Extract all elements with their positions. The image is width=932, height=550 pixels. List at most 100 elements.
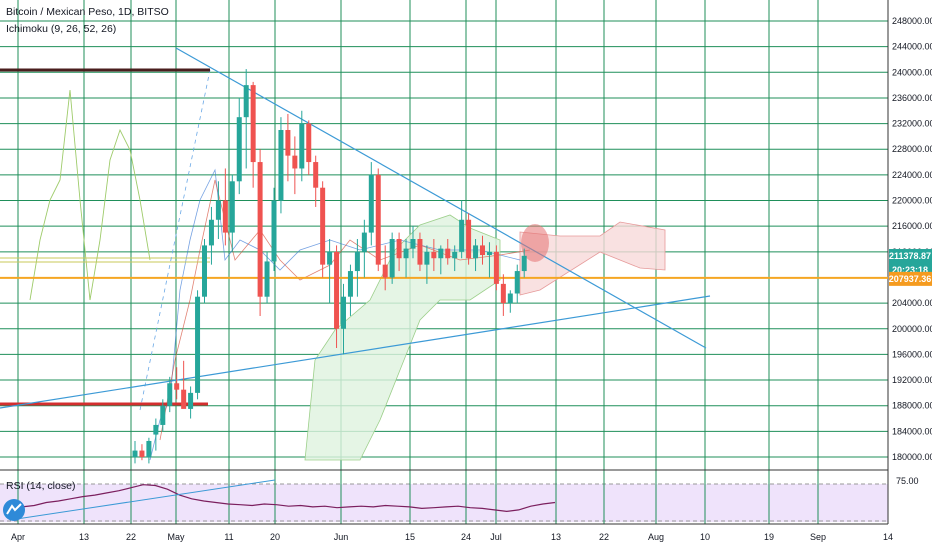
candle <box>410 226 416 259</box>
ichimoku-cloud <box>304 214 666 461</box>
y-tick-label: 188000.00 <box>892 401 932 411</box>
x-tick-label: Jul <box>490 532 502 542</box>
candle-body <box>139 450 145 457</box>
x-tick-label: 22 <box>126 532 136 542</box>
x-tick-label: May <box>167 532 185 542</box>
y-tick-label: 204000.00 <box>892 298 932 308</box>
x-tick-label: 13 <box>551 532 561 542</box>
candle <box>167 376 173 413</box>
x-tick-label: 11 <box>224 532 233 542</box>
candle-body <box>188 392 194 409</box>
candle-body <box>417 239 423 265</box>
candle <box>257 149 263 316</box>
candle-body <box>507 293 513 304</box>
candle <box>334 245 340 348</box>
candle <box>188 386 194 419</box>
candle-body <box>278 130 284 201</box>
indicator-label: Ichimoku (9, 26, 52, 26) <box>6 23 116 35</box>
candle-body <box>500 283 506 304</box>
candle-body <box>320 187 326 265</box>
candle-body <box>327 251 333 265</box>
candle-body <box>222 200 228 233</box>
y-tick-label: 244000.00 <box>892 42 932 52</box>
tradingview-logo-icon[interactable] <box>3 499 25 521</box>
candle-body <box>313 162 319 188</box>
candle <box>278 117 284 214</box>
candle <box>271 187 277 272</box>
y-tick-label: 232000.00 <box>892 119 932 129</box>
candle-body <box>215 200 221 220</box>
y-tick-label: 224000.00 <box>892 170 932 180</box>
candle-body <box>167 383 173 406</box>
candle-body <box>452 251 458 259</box>
y-tick-label: 196000.00 <box>892 349 932 359</box>
candle <box>403 239 409 278</box>
candle <box>285 113 291 182</box>
countdown-badge-text: 20:23:18 <box>892 265 928 275</box>
candle <box>292 136 298 195</box>
y-tick-label: 200000.00 <box>892 324 932 334</box>
x-tick-label: 19 <box>764 532 774 542</box>
candle-body <box>208 219 214 246</box>
candle <box>313 155 319 207</box>
candle <box>174 367 180 400</box>
candle-body <box>153 424 159 435</box>
candle-body <box>403 248 409 259</box>
y-tick-label: 240000.00 <box>892 67 932 77</box>
candle <box>466 213 472 265</box>
rsi-line <box>9 484 556 513</box>
candle-body <box>431 251 437 259</box>
descending-trendline <box>175 47 707 349</box>
orange-level-badge-text: 207937.36 <box>889 274 932 284</box>
orange-level-badge: 207937.36 <box>889 271 932 286</box>
candle-body <box>473 245 479 259</box>
candle-body <box>236 117 242 182</box>
candlestick-series[interactable] <box>132 69 527 464</box>
candle <box>417 232 423 272</box>
current-price-badge-bg <box>889 249 932 263</box>
x-tick-label: 24 <box>461 532 471 542</box>
y-tick-label: 216000.00 <box>892 221 932 231</box>
candle <box>486 242 492 278</box>
candle <box>264 251 270 304</box>
x-tick-label: Apr <box>11 532 25 542</box>
lagging-span-line <box>29 89 151 301</box>
candle-body <box>382 264 388 278</box>
candle <box>243 69 249 169</box>
candle <box>514 264 520 304</box>
candle-body <box>306 123 312 163</box>
candle <box>396 232 402 272</box>
candle <box>153 418 159 451</box>
horizontal-levels[interactable] <box>0 68 888 406</box>
candle <box>327 239 333 304</box>
cloud-green <box>304 214 501 461</box>
candle <box>438 245 444 275</box>
current-price-badge-text: 211378.87 <box>889 251 931 261</box>
candle <box>146 437 152 464</box>
candle <box>361 219 367 278</box>
candle-body <box>493 251 499 284</box>
candle-body <box>466 219 472 259</box>
candle-body <box>271 200 277 262</box>
candle <box>202 239 207 304</box>
x-tick-label: 22 <box>599 532 609 542</box>
y-tick-label: 180000.00 <box>892 452 932 462</box>
x-tick-label: Sep <box>810 532 826 542</box>
candle-body <box>486 251 492 256</box>
candle-body <box>264 261 270 297</box>
candle-body <box>396 239 402 259</box>
candle-body <box>132 450 138 457</box>
candle-body <box>410 239 416 249</box>
candle <box>375 168 381 272</box>
candle-body <box>361 232 367 252</box>
candle <box>521 248 527 278</box>
rsi-label: RSI (14, close) <box>6 480 75 492</box>
dashed-projection-line <box>139 69 211 411</box>
rsi-tick-label: 75.00 <box>896 476 919 486</box>
rsi-band <box>0 483 888 522</box>
candle-body <box>243 85 249 118</box>
candle-body <box>389 239 395 278</box>
trendlines[interactable] <box>0 47 711 409</box>
